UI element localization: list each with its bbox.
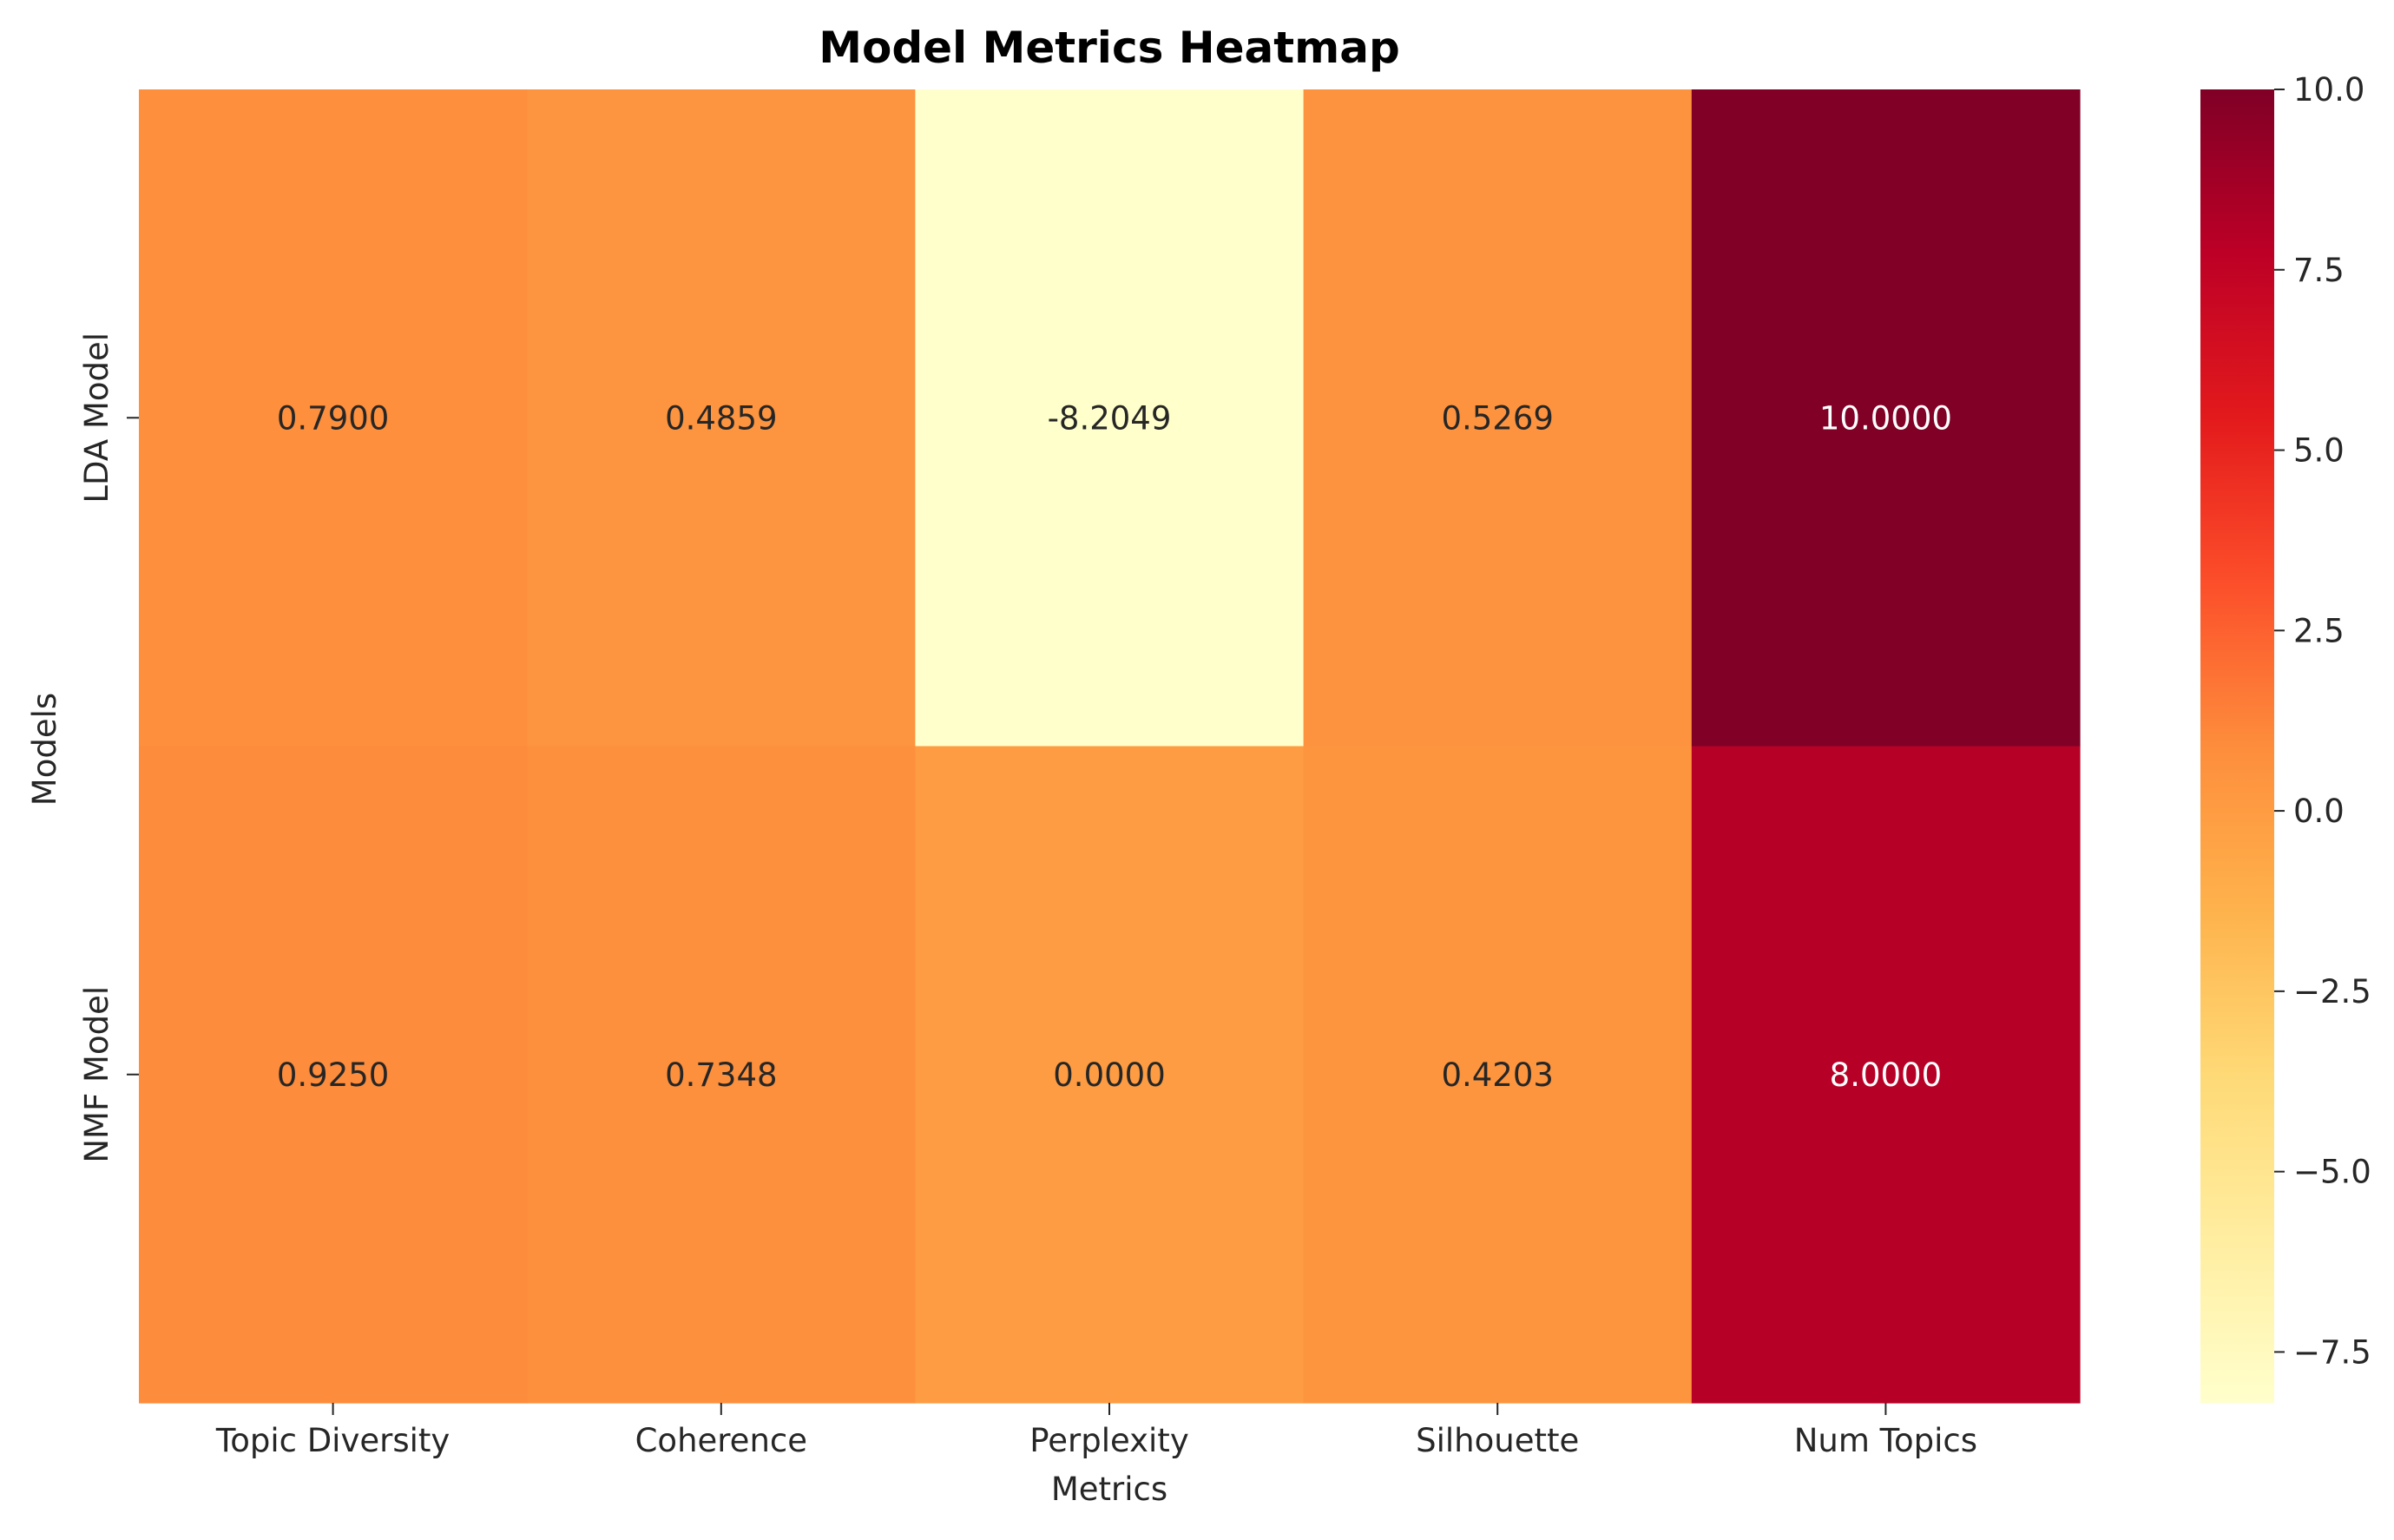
colorbar-tick-label: 0.0	[2293, 793, 2345, 830]
cell-value-label: 0.0000	[1053, 1056, 1165, 1094]
cell-value-label: 0.4203	[1441, 1056, 1553, 1094]
heatmap-cell	[1691, 746, 2081, 1404]
cell-value-label: 0.9250	[277, 1056, 389, 1094]
y-axis: LDA Model NMF Model	[78, 332, 139, 1163]
heatmap-cell	[1303, 89, 1693, 747]
heatmap-cell	[1303, 746, 1693, 1404]
cell-value-label: 10.0000	[1819, 399, 1952, 437]
heatmap-cell	[1691, 89, 2081, 747]
colorbar-tick-label: −5.0	[2293, 1154, 2371, 1191]
cell-value-label: -8.2049	[1048, 399, 1172, 437]
y-axis-label: Models	[26, 693, 63, 806]
cell-value-label: 0.7348	[665, 1056, 777, 1094]
colorbar-tick-label: 10.0	[2293, 71, 2364, 109]
cell-value-label: 0.5269	[1441, 399, 1553, 437]
colorbar-tick-label: −2.5	[2293, 973, 2371, 1010]
heatmap-cell	[915, 89, 1305, 747]
colorbar-tick-label: −7.5	[2293, 1333, 2371, 1371]
colorbar-tick-label: 5.0	[2293, 432, 2345, 470]
heatmap-cell	[915, 746, 1305, 1404]
heatmap-cell	[527, 89, 916, 747]
colorbar-gradient	[2200, 89, 2274, 1403]
x-axis: Topic Diversity Coherence Perplexity Silhou…	[215, 1403, 1977, 1459]
x-axis-label: Metrics	[1051, 1471, 1167, 1508]
x-tick-label: Topic Diversity	[215, 1422, 450, 1459]
cell-value-label: 8.0000	[1830, 1056, 1942, 1094]
x-tick-label: Num Topics	[1794, 1422, 1977, 1459]
heatmap-cell	[527, 746, 916, 1404]
x-tick-label: Coherence	[635, 1422, 807, 1459]
colorbar-tick-label: 7.5	[2293, 252, 2345, 289]
heatmap-cells	[139, 89, 2081, 1404]
y-tick-label: NMF Model	[78, 986, 115, 1163]
colorbar: 10.0 7.5 5.0 2.5 0.0 −2.5 −5.0 −7.5	[2200, 71, 2371, 1403]
heatmap-cell	[139, 746, 528, 1404]
y-tick-label: LDA Model	[78, 332, 115, 503]
x-tick-label: Silhouette	[1416, 1422, 1579, 1459]
colorbar-tick-label: 2.5	[2293, 612, 2345, 649]
heatmap-cell-labels: 0.7900 0.4859 -8.2049 0.5269 10.0000 0.9250 0.…	[277, 399, 1952, 1094]
chart-title: Model Metrics Heatmap	[819, 23, 1400, 73]
x-tick-label: Perplexity	[1029, 1422, 1188, 1459]
cell-value-label: 0.7900	[277, 399, 389, 437]
heatmap-cell	[139, 89, 528, 747]
cell-value-label: 0.4859	[665, 399, 777, 437]
